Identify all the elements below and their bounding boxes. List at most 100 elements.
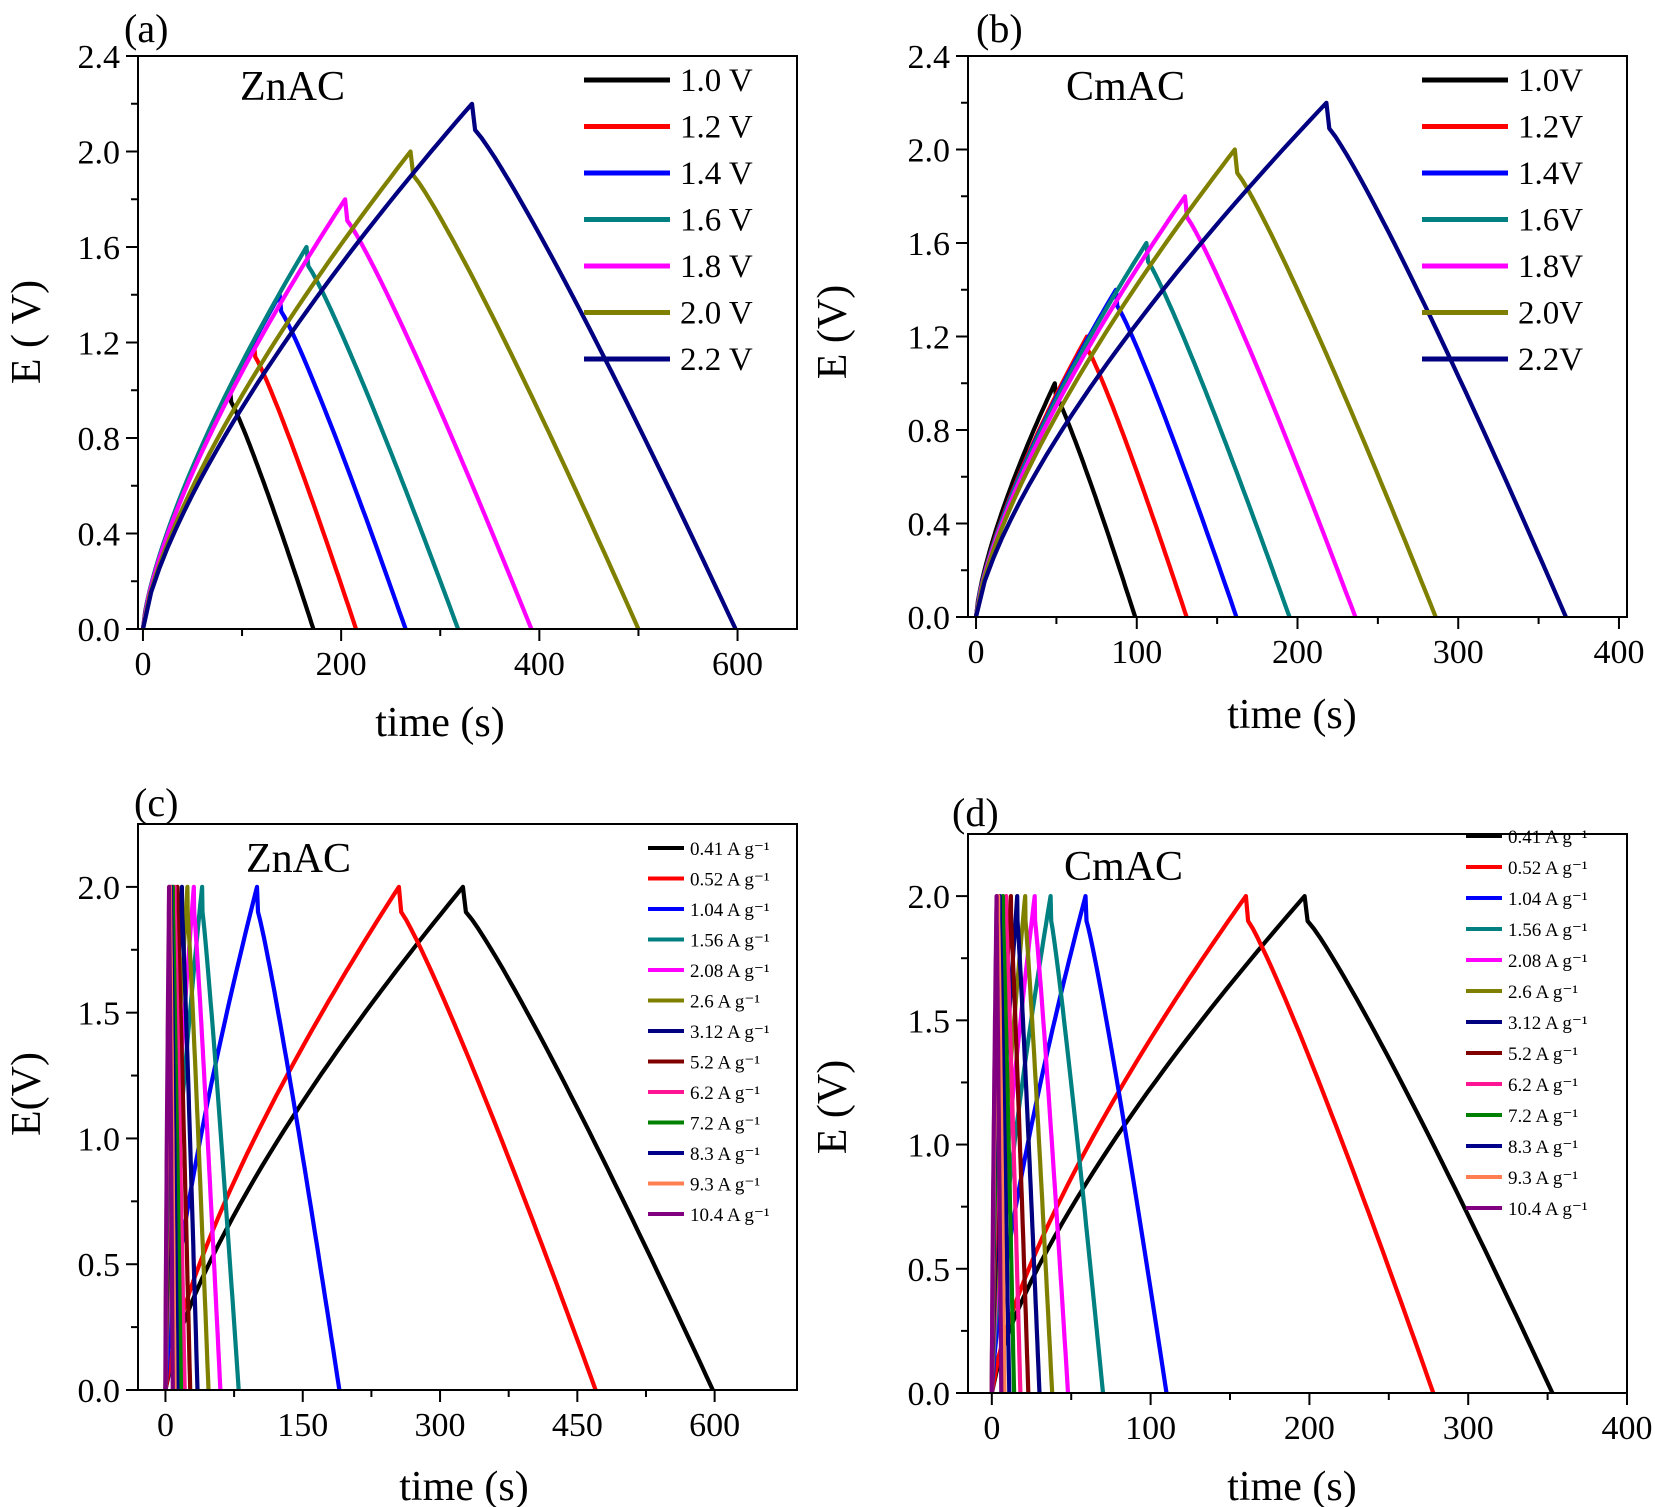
legend-label-b-2: 1.2V [1518,110,1583,146]
legend-label-d-8: 5.2 A g⁻¹ [1508,1044,1578,1065]
y-tick-label-b-5: 2.0 [908,133,951,170]
x-tick-label-b-1: 100 [1111,634,1162,671]
legend-label-d-6: 2.6 A g⁻¹ [1508,982,1578,1003]
x-tick-label-b-3: 300 [1433,634,1484,671]
x-tick-label-b-4: 400 [1593,634,1644,671]
y-tick-label-c-0: 0.0 [78,1373,121,1410]
legend-label-d-12: 9.3 A g⁻¹ [1508,1168,1578,1189]
series-line-b-5 [973,194,1358,618]
y-tick-label-c-1: 0.5 [78,1247,121,1284]
y-tick-label-c-4: 2.0 [78,870,121,907]
panel-label-d: (d) [952,790,999,835]
series-line-b-3 [973,287,1239,618]
series-line-d-13 [989,894,1004,1394]
legend-label-a-2: 1.2 V [680,110,753,146]
y-tick-label-d-3: 1.5 [908,1003,951,1040]
legend-label-c-5: 2.08 A g⁻¹ [690,961,770,982]
x-tick-label-c-3: 450 [552,1407,603,1444]
legend-label-c-10: 7.2 A g⁻¹ [690,1114,760,1135]
y-tick-label-a-3: 1.2 [78,326,121,363]
series-group-a [140,101,738,630]
x-tick-label-c-0: 0 [157,1407,174,1444]
legend-label-d-7: 3.12 A g⁻¹ [1508,1013,1588,1034]
panel-c: (c) ZnAC time (s) E(V) 0 150 300 450 600 0.0 0… [4,780,798,1507]
x-axis-title-c: time (s) [399,1464,528,1507]
sample-label-b: CmAC [1066,64,1185,110]
y-axis-title-d: E (V) [810,1060,856,1154]
series-line-d-4 [989,894,1106,1394]
x-tick-label-d-3: 300 [1443,1410,1494,1447]
series-line-b-2 [973,334,1189,618]
x-tick-label-c-1: 150 [277,1407,328,1444]
legend-label-d-2: 0.52 A g⁻¹ [1508,858,1588,879]
legend-label-a-5: 1.8 V [680,249,753,285]
y-tick-label-a-2: 0.8 [78,421,121,458]
y-tick-label-a-5: 2.0 [78,135,121,172]
legend-label-c-12: 9.3 A g⁻¹ [690,1175,760,1196]
x-tick-label-c-4: 600 [689,1407,740,1444]
y-tick-label-b-6: 2.4 [908,39,951,76]
legend-c: 0.41 A g⁻¹ 0.52 A g⁻¹ 1.04 A g⁻¹ 1.56 A g⁻¹… [648,839,770,1226]
legend-d: 0.41 A g⁻¹ 0.52 A g⁻¹ 1.04 A g⁻¹ 1.56 A g⁻¹… [1466,827,1588,1220]
legend-label-a-7: 2.2 V [680,342,753,378]
x-tick-label-b-2: 200 [1272,634,1323,671]
y-tick-label-b-3: 1.2 [908,320,951,357]
series-line-b-7 [973,100,1568,618]
panel-label-c: (c) [134,780,178,825]
legend-label-d-13: 10.4 A g⁻¹ [1508,1199,1588,1220]
series-line-b-1 [973,381,1138,618]
legend-label-b-6: 2.0V [1518,296,1583,332]
y-tick-label-a-6: 2.4 [78,39,121,76]
y-tick-label-b-4: 1.6 [908,226,951,263]
series-line-c-3 [163,884,342,1391]
legend-label-d-11: 8.3 A g⁻¹ [1508,1137,1578,1158]
legend-label-c-4: 1.56 A g⁻¹ [690,931,770,952]
y-tick-label-a-0: 0.0 [78,612,121,649]
panel-d: (d) CmAC time (s) E (V) 0 100 200 300 400 0.0… [810,790,1653,1507]
series-line-b-6 [973,147,1438,618]
legend-label-b-3: 1.4V [1518,156,1583,192]
legend-label-b-7: 2.2V [1518,342,1583,378]
legend-label-d-3: 1.04 A g⁻¹ [1508,889,1588,910]
panel-a: (a) ZnAC time (s) E ( V) 0 200 400 600 0.0 0.… [4,6,798,746]
series-line-c-13 [163,884,175,1391]
legend-label-c-7: 3.12 A g⁻¹ [690,1022,770,1043]
x-axis-title-b: time (s) [1227,692,1356,738]
series-line-a-5 [140,197,534,630]
y-tick-label-b-2: 0.8 [908,413,951,450]
plot-frame-c [137,823,798,1391]
legend-label-d-10: 7.2 A g⁻¹ [1508,1106,1578,1127]
panel-label-a: (a) [124,6,168,51]
y-tick-label-c-2: 1.0 [78,1121,121,1158]
y-tick-label-b-0: 0.0 [908,600,951,637]
y-tick-label-a-4: 1.6 [78,230,121,267]
legend-b: 1.0V 1.2V 1.4V 1.6V 1.8V 2.0V 2.2V [1422,63,1583,378]
y-axis-title-a: E ( V) [4,280,50,384]
legend-label-a-1: 1.0 V [680,63,753,99]
legend-label-b-5: 1.8V [1518,249,1583,285]
legend-label-a-6: 2.0 V [680,296,753,332]
legend-label-b-4: 1.6V [1518,203,1583,239]
x-tick-label-d-2: 200 [1284,1410,1335,1447]
series-line-d-2 [989,894,1436,1394]
legend-label-a-3: 1.4 V [680,156,753,192]
panel-b: (b) CmAC time (s) E (V) 0 100 200 300 400 0.0… [810,6,1644,738]
series-group-c [163,884,715,1391]
legend-label-c-11: 8.3 A g⁻¹ [690,1144,760,1165]
legend-label-a-4: 1.6 V [680,203,753,239]
x-axis-title-a: time (s) [375,700,504,746]
y-tick-label-c-3: 1.5 [78,996,121,1033]
sample-label-d: CmAC [1064,844,1183,890]
y-axis-title-b: E (V) [810,285,856,379]
legend-label-c-6: 2.6 A g⁻¹ [690,992,760,1013]
series-line-c-2 [163,884,598,1391]
x-tick-label-d-0: 0 [983,1410,1000,1447]
panel-label-b: (b) [976,6,1023,51]
series-line-a-7 [140,101,738,630]
series-line-d-3 [989,894,1169,1394]
legend-label-b-1: 1.0V [1518,63,1583,99]
series-line-b-4 [973,240,1292,618]
y-tick-label-d-2: 1.0 [908,1128,951,1165]
legend-label-c-8: 5.2 A g⁻¹ [690,1053,760,1074]
x-tick-label-a-3: 600 [712,646,763,683]
